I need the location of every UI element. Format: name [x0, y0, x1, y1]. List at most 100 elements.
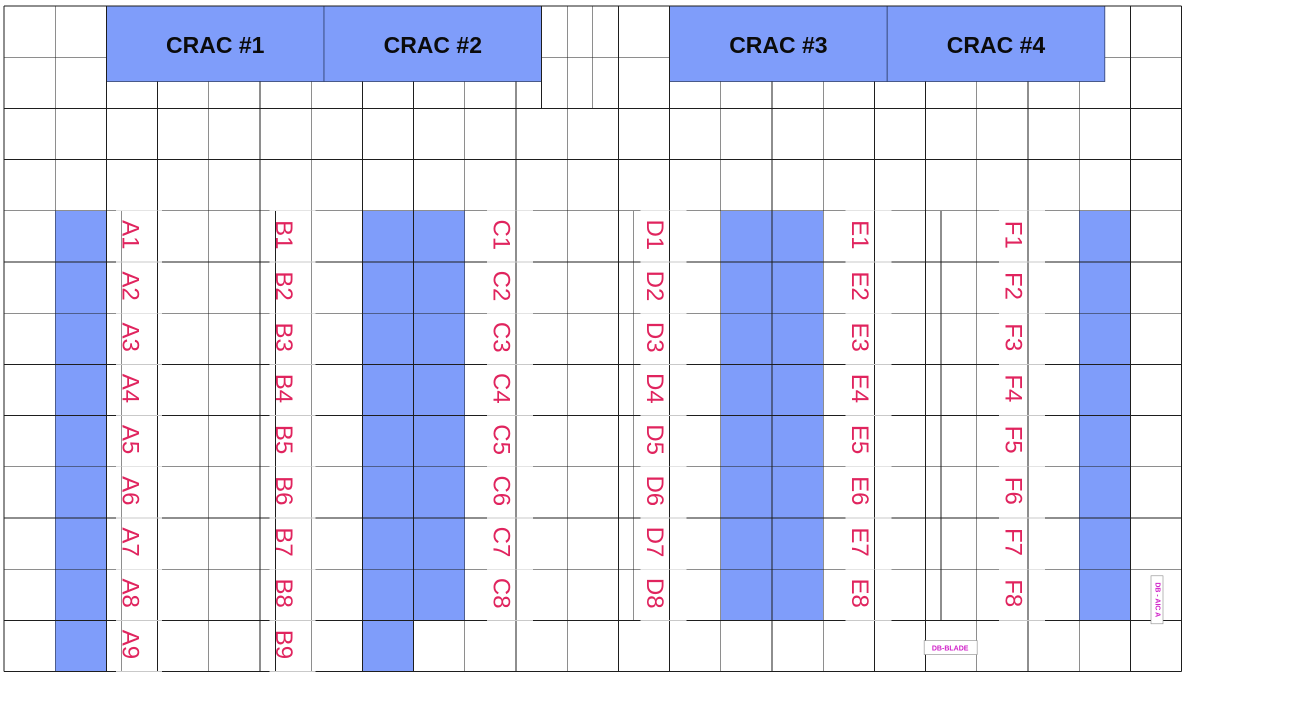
db-side-label: DB - AIC A [1154, 582, 1161, 617]
crac-2-label: CRAC #2 [384, 32, 482, 58]
rack-d1-label: D1 [641, 219, 668, 250]
rack-c4-label: C4 [487, 373, 514, 404]
perforated-tile [413, 364, 465, 416]
rack-f3-label: F3 [999, 323, 1026, 351]
perforated-tile [55, 210, 107, 262]
perforated-tile [772, 415, 824, 467]
rack-a4-label: A4 [116, 374, 143, 403]
rack-b8-label: B8 [270, 579, 297, 608]
perforated-tile [55, 569, 107, 621]
rack-b9-label: B9 [270, 630, 297, 659]
perforated-tile [772, 569, 824, 621]
rack-a2-label: A2 [116, 271, 143, 300]
rack-c2-label: C2 [487, 271, 514, 302]
perforated-tile [413, 415, 465, 467]
crac-1-label: CRAC #1 [166, 32, 265, 58]
perforated-tile [362, 569, 414, 621]
rack-c5-label: C5 [487, 424, 514, 455]
perforated-tile [772, 466, 824, 518]
perforated-tile [362, 620, 414, 672]
perforated-tile [772, 518, 824, 570]
perforated-tile [1079, 518, 1131, 570]
rack-d7-label: D7 [641, 527, 668, 558]
perforated-tile [362, 364, 414, 416]
db-side-box [1150, 575, 1164, 625]
rack-a3-label: A3 [116, 323, 143, 352]
rack-a1-label: A1 [116, 220, 143, 249]
perforated-tile [772, 262, 824, 314]
rack-f4-label: F4 [999, 374, 1026, 402]
perforated-tile [362, 210, 414, 262]
labels: CRAC #1 CRAC #2 CRAC #3 CRAC #4 A1 A2 A3 A4 A5 A6… [116, 32, 1164, 659]
perforated-tile [55, 466, 107, 518]
perforated-tile [772, 210, 824, 262]
perforated-tile [413, 518, 465, 570]
crac-4-unit [886, 5, 1106, 82]
perforated-tile [55, 313, 107, 365]
perforated-tiles [55, 210, 1131, 672]
rack-c8-label: C8 [487, 578, 514, 609]
rack-e3-label: E3 [846, 323, 873, 352]
perforated-tile [55, 620, 107, 672]
perforated-tile [720, 262, 772, 314]
perforated-tile [413, 262, 465, 314]
rack-b6-label: B6 [270, 476, 297, 505]
perforated-tile [1079, 569, 1131, 621]
rack-a9-label: A9 [116, 630, 143, 659]
perforated-tile [772, 313, 824, 365]
perforated-tile [720, 569, 772, 621]
rack-b2-label: B2 [270, 271, 297, 300]
rack-b1-label: B1 [270, 220, 297, 249]
perforated-tile [720, 364, 772, 416]
rack-a5-label: A5 [116, 425, 143, 454]
rack-d3-label: D3 [641, 322, 668, 353]
perforated-tile [55, 364, 107, 416]
rack-a7-label: A7 [116, 527, 143, 556]
perforated-tile [720, 518, 772, 570]
perforated-tile [1079, 415, 1131, 467]
rack-d8-label: D8 [641, 578, 668, 609]
perforated-tile [720, 210, 772, 262]
rack-e5-label: E5 [846, 425, 873, 454]
db-blade-label: DB-BLADE [932, 646, 969, 653]
perforated-tile [55, 518, 107, 570]
perforated-tile [413, 466, 465, 518]
perforated-tile [362, 415, 414, 467]
rack-c1-label: C1 [487, 219, 514, 250]
perforated-tile [362, 313, 414, 365]
perforated-tile [1079, 364, 1131, 416]
perforated-tile [55, 415, 107, 467]
perforated-tile [413, 569, 465, 621]
rack-e1-label: E1 [846, 220, 873, 249]
rack-b4-label: B4 [270, 374, 297, 403]
perforated-tile [720, 466, 772, 518]
rack-e8-label: E8 [846, 579, 873, 608]
perforated-tile [362, 466, 414, 518]
rack-b5-label: B5 [270, 425, 297, 454]
rack-a8-label: A8 [116, 579, 143, 608]
rack-d4-label: D4 [641, 373, 668, 404]
perforated-tile [55, 262, 107, 314]
rack-rows [115, 210, 1045, 672]
rack-d6-label: D6 [641, 475, 668, 506]
perforated-tile [362, 518, 414, 570]
rack-c6-label: C6 [487, 475, 514, 506]
perforated-tile [720, 415, 772, 467]
rack-f8-label: F8 [999, 579, 1026, 607]
crac-3-label: CRAC #3 [729, 32, 827, 58]
perforated-tile [720, 313, 772, 365]
rack-f2-label: F2 [999, 272, 1026, 300]
rack-e6-label: E6 [846, 476, 873, 505]
rack-d2-label: D2 [641, 271, 668, 302]
db-blade-box [923, 640, 978, 655]
rack-d5-label: D5 [641, 424, 668, 455]
crac-2-unit [323, 5, 543, 82]
perforated-tile [1079, 466, 1131, 518]
rack-c3-label: C3 [487, 322, 514, 353]
rack-f6-label: F6 [999, 477, 1026, 505]
rack-b3-label: B3 [270, 323, 297, 352]
rack-f1-label: F1 [999, 221, 1026, 249]
perforated-tile [772, 364, 824, 416]
rack-f7-label: F7 [999, 528, 1026, 556]
